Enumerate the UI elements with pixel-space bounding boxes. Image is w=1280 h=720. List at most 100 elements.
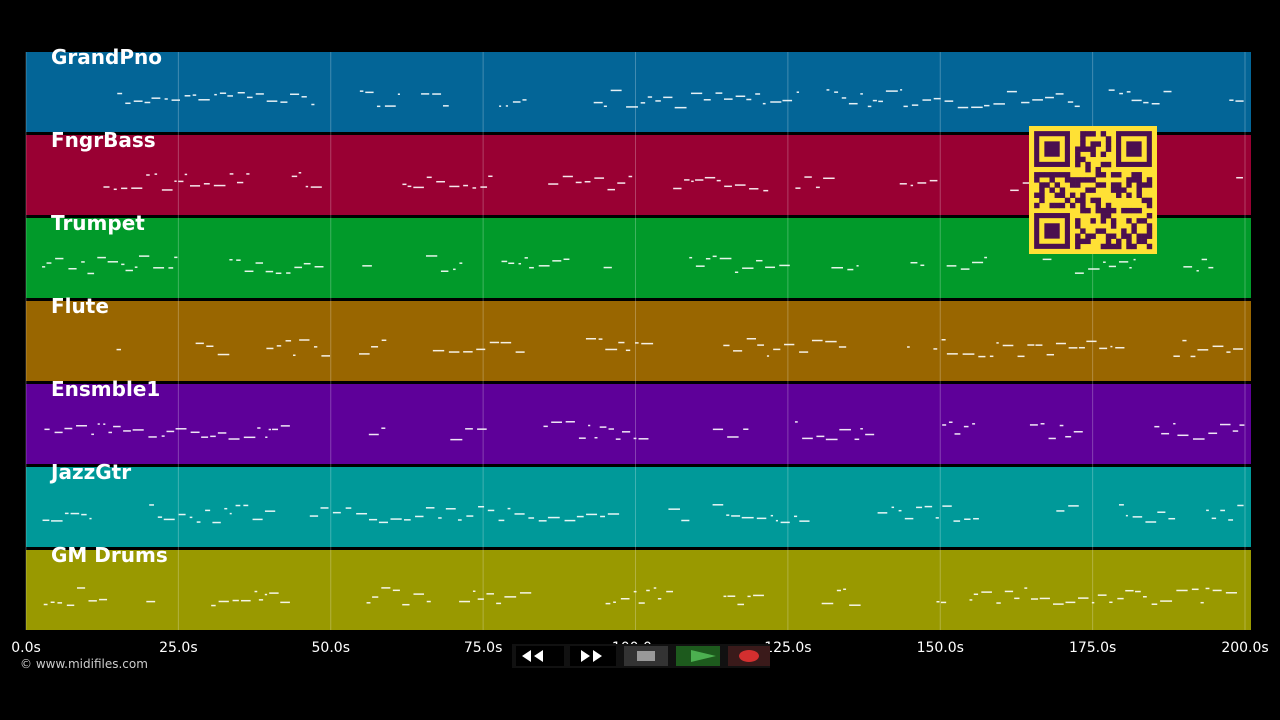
qr-cell [1100, 131, 1107, 137]
note [1232, 430, 1239, 432]
note [1145, 521, 1157, 523]
note [712, 504, 724, 506]
note [689, 256, 693, 259]
note [755, 93, 761, 95]
qr-cell [1069, 177, 1076, 183]
qr-cell [1095, 197, 1101, 204]
qr-cell [1146, 213, 1153, 219]
note [1173, 355, 1180, 357]
qr-cell [1131, 243, 1137, 250]
qr-cell [1146, 202, 1153, 209]
note [1220, 509, 1226, 512]
note [178, 180, 184, 183]
note [936, 601, 940, 603]
qr-cell [1116, 187, 1122, 193]
note [397, 93, 400, 95]
note [184, 95, 191, 97]
qr-cell [1049, 177, 1055, 183]
note [255, 93, 264, 95]
note [735, 95, 746, 98]
note [87, 272, 95, 275]
note [415, 515, 424, 518]
note [1208, 266, 1214, 269]
note [588, 424, 591, 427]
qr-cell [1039, 172, 1045, 178]
note [825, 340, 837, 343]
note [964, 518, 971, 520]
note [638, 602, 645, 604]
note [243, 504, 249, 507]
note [860, 428, 863, 430]
note [795, 187, 801, 189]
note [227, 95, 233, 97]
note [860, 93, 863, 95]
note [646, 589, 650, 592]
qr-cell [1131, 223, 1137, 229]
qr-cell [1090, 131, 1096, 137]
note [486, 593, 494, 595]
note [463, 351, 473, 353]
note [1131, 99, 1142, 102]
note [811, 339, 823, 342]
note [44, 428, 50, 431]
note [206, 345, 214, 348]
note [1010, 189, 1019, 192]
qr-cell [1116, 238, 1122, 245]
qr-cell [1141, 182, 1148, 188]
note [1197, 349, 1209, 351]
note [276, 345, 282, 347]
note [843, 588, 847, 591]
note [1002, 344, 1014, 347]
note [996, 602, 1001, 604]
note [719, 257, 732, 260]
notes [44, 421, 1245, 441]
qr-cell [1075, 233, 1081, 239]
note [519, 592, 532, 594]
qr-cell [1136, 233, 1142, 239]
note [1168, 517, 1176, 520]
note [1073, 431, 1083, 433]
note [515, 351, 525, 353]
note [891, 506, 895, 509]
note [802, 437, 813, 440]
note [784, 343, 795, 346]
note [1024, 587, 1028, 589]
note [252, 518, 263, 521]
note [903, 105, 908, 108]
qr-cell [1105, 238, 1112, 245]
qr-cell [1059, 187, 1066, 193]
note [1006, 90, 1017, 93]
qr-cell [1075, 218, 1081, 224]
note [132, 429, 144, 431]
qr-cell [1146, 177, 1153, 183]
note [463, 184, 469, 187]
note [917, 182, 927, 184]
note [1177, 434, 1189, 437]
note [286, 272, 291, 274]
note [272, 428, 279, 431]
note [586, 513, 598, 516]
qr-cell [1080, 141, 1086, 147]
note [1211, 517, 1217, 520]
note [266, 347, 274, 350]
note [171, 99, 180, 101]
track-name: JazzGtr [49, 460, 131, 484]
qr-cell [1110, 182, 1117, 188]
note [1022, 182, 1035, 184]
qr-finder [1044, 141, 1060, 157]
notes [42, 504, 1244, 524]
note [1125, 514, 1128, 517]
note [294, 266, 303, 269]
note [266, 100, 278, 102]
note [442, 105, 449, 107]
note [218, 600, 229, 603]
note [1206, 509, 1209, 512]
note [1229, 99, 1234, 101]
qr-cell [1105, 146, 1112, 152]
note [314, 266, 324, 268]
note [425, 255, 438, 257]
note [246, 173, 250, 175]
note [476, 348, 486, 351]
note [978, 355, 986, 358]
note [290, 93, 300, 96]
